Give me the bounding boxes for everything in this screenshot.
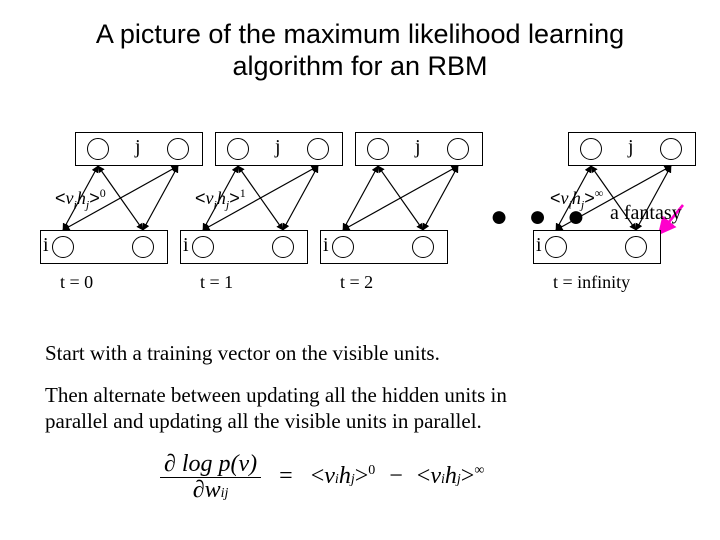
i-label: i bbox=[43, 234, 49, 257]
equation-rhs-term-0: <vihj>0 bbox=[311, 463, 382, 489]
expectation-1: <vihj>1 bbox=[195, 186, 246, 213]
time-step-label: t = 2 bbox=[340, 272, 373, 293]
fantasy-label: a fantasy bbox=[610, 202, 682, 225]
hidden-node bbox=[307, 138, 329, 160]
title-line-1: A picture of the maximum likelihood lear… bbox=[96, 19, 624, 49]
body-text-2b: parallel and updating all the visible un… bbox=[45, 409, 482, 433]
j-label: j bbox=[415, 136, 421, 159]
diagram-stage: j i t = 0 j i t = 1 j i t = 2 j i t = infinity <vih… bbox=[0, 120, 720, 330]
j-label: j bbox=[275, 136, 281, 159]
equation-rhs-term-inf: <vihj>∞ bbox=[417, 463, 485, 489]
hidden-node bbox=[580, 138, 602, 160]
expectation-0: <vihj>0 bbox=[55, 186, 106, 213]
j-label: j bbox=[135, 136, 141, 159]
visible-node bbox=[52, 236, 74, 258]
hidden-node bbox=[227, 138, 249, 160]
time-step-label: t = 1 bbox=[200, 272, 233, 293]
equation-lhs-fraction: ∂ log p(v) ∂wij bbox=[160, 452, 261, 503]
visible-node bbox=[625, 236, 647, 258]
body-text-1: Start with a training vector on the visi… bbox=[45, 340, 685, 366]
j-label: j bbox=[628, 136, 634, 159]
i-label: i bbox=[536, 234, 542, 257]
hidden-node bbox=[87, 138, 109, 160]
ellipsis-dots: ● ● ● bbox=[490, 200, 591, 234]
title-line-2: algorithm for an RBM bbox=[232, 51, 487, 81]
visible-node bbox=[332, 236, 354, 258]
i-label: i bbox=[323, 234, 329, 257]
time-step-label: t = 0 bbox=[60, 272, 93, 293]
hidden-node bbox=[367, 138, 389, 160]
hidden-node bbox=[447, 138, 469, 160]
visible-node bbox=[132, 236, 154, 258]
visible-node bbox=[192, 236, 214, 258]
gradient-equation: ∂ log p(v) ∂wij = <vihj>0 − <vihj>∞ bbox=[160, 452, 484, 503]
i-label: i bbox=[183, 234, 189, 257]
visible-node bbox=[545, 236, 567, 258]
time-step-label: t = infinity bbox=[553, 272, 630, 293]
hidden-node bbox=[167, 138, 189, 160]
visible-node bbox=[412, 236, 434, 258]
hidden-node bbox=[660, 138, 682, 160]
visible-node bbox=[272, 236, 294, 258]
page-title: A picture of the maximum likelihood lear… bbox=[0, 0, 720, 83]
body-text-2: Then alternate between updating all the … bbox=[45, 382, 685, 435]
body-text-2a: Then alternate between updating all the … bbox=[45, 383, 507, 407]
